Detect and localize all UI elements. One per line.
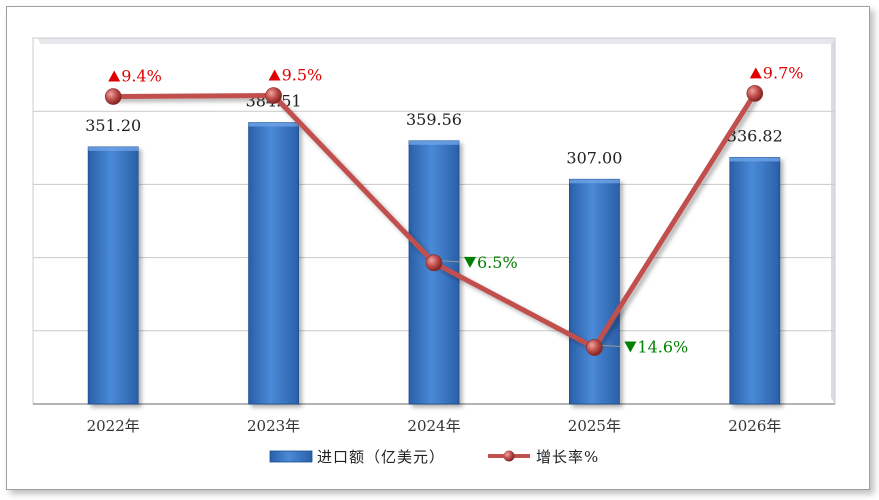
bar-value-label: 307.00: [566, 148, 622, 167]
rate-marker: [425, 254, 443, 272]
legend-line-label: 增长率%: [536, 448, 599, 466]
rate-marker: [265, 87, 282, 104]
x-tick-label: 2026年: [728, 417, 781, 435]
rate-marker: [586, 339, 603, 356]
bar: [248, 122, 300, 405]
x-tick-label: 2024年: [407, 417, 460, 435]
bar: [87, 146, 139, 405]
bar-top-highlight: [88, 146, 139, 151]
bar: [569, 178, 620, 405]
rate-value-label: 9.5%: [282, 66, 323, 85]
bar-value-label: 359.56: [406, 110, 462, 129]
down-triangle-icon: [464, 256, 476, 268]
up-triangle-icon: [749, 67, 762, 79]
legend-bar-label: 进口额（亿美元）: [317, 448, 445, 466]
bar-series: [87, 122, 781, 405]
x-tick-label: 2025年: [568, 417, 621, 435]
bar-value-label: 336.82: [727, 126, 783, 145]
bar-value-label: 351.20: [85, 116, 141, 135]
up-triangle-icon: [268, 69, 281, 81]
rate-line-series: [104, 85, 764, 356]
rate-label-leader: [441, 260, 461, 263]
rate-value-label: 9.7%: [763, 63, 804, 82]
bar-top-highlight: [409, 140, 459, 145]
bar-top-highlight: [248, 122, 299, 127]
rate-value-labels: 9.4% 9.5% 6.5% 14.6% 9.7%: [108, 63, 804, 357]
legend-line-marker: [503, 450, 515, 462]
rate-marker: [104, 88, 122, 105]
bar: [729, 157, 781, 405]
rate-value-label: 6.5%: [477, 253, 518, 272]
bar-top-highlight: [569, 179, 620, 184]
x-axis-tick-labels: 2022年 2023年 2024年 2025年 2026年: [87, 417, 782, 435]
legend: 进口额（亿美元） 增长率%: [269, 448, 599, 466]
rate-label-leader: [602, 345, 621, 348]
rate-value-label: 9.4%: [121, 67, 162, 86]
legend-bar-swatch: [269, 450, 313, 463]
x-tick-label: 2022年: [87, 417, 140, 435]
x-tick-label: 2023年: [247, 417, 300, 435]
down-triangle-icon: [624, 341, 637, 353]
up-triangle-icon: [108, 70, 121, 82]
bar-top-highlight: [729, 157, 780, 162]
rate-marker: [746, 85, 764, 102]
rate-value-label: 14.6%: [637, 338, 688, 357]
